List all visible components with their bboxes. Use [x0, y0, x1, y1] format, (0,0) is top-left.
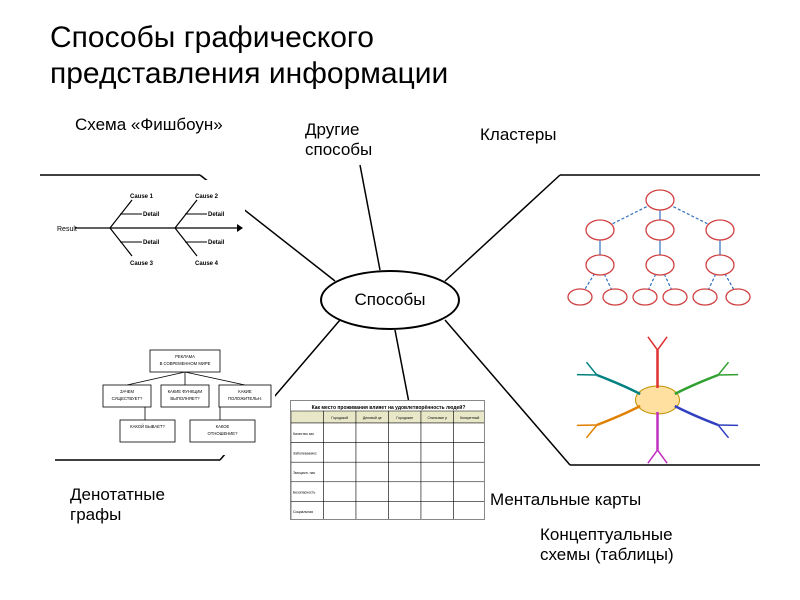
branch-label: способы: [305, 140, 372, 160]
svg-text:КАКОЕ: КАКОЕ: [216, 424, 230, 429]
svg-text:Cause 1: Cause 1: [130, 194, 154, 200]
branch-label: Денотатные: [70, 485, 165, 505]
title-line-1: Способы графического: [50, 21, 374, 54]
svg-text:Cause 3: Cause 3: [130, 261, 154, 267]
svg-text:ОТНОШЕНИЕ?: ОТНОШЕНИЕ?: [208, 431, 239, 436]
thumb-clusters: [560, 185, 760, 315]
svg-text:КАКОЙ БЫВАЕТ?: КАКОЙ БЫВАЕТ?: [130, 424, 165, 429]
svg-text:ВЫПОЛНЯЕТ?: ВЫПОЛНЯЕТ?: [170, 396, 200, 401]
svg-text:Detail: Detail: [208, 240, 225, 246]
svg-text:СУЩЕСТВУЕТ?: СУЩЕСТВУЕТ?: [112, 396, 143, 401]
svg-text:РЕКЛАМА: РЕКЛАМА: [175, 354, 195, 359]
branch-label: Схема «Фишбоун»: [75, 115, 223, 135]
svg-text:Эмоцион. нас: Эмоцион. нас: [293, 471, 315, 475]
svg-text:Cause 4: Cause 4: [195, 261, 219, 267]
center-node: Способы: [320, 270, 460, 330]
svg-text:Городской: Городской: [331, 416, 348, 420]
branch-label: Другие: [305, 120, 359, 140]
branch-label: Концептуальные: [540, 525, 673, 545]
svg-text:Социальная: Социальная: [293, 510, 313, 514]
svg-text:Городские: Городские: [396, 416, 413, 420]
branch-label: Кластеры: [480, 125, 557, 145]
branch-label: Ментальные карты: [490, 490, 641, 510]
svg-text:Cause 2: Cause 2: [195, 194, 219, 200]
thumb-mindmap: [555, 335, 760, 465]
svg-text:Конкретный: Конкретный: [460, 416, 479, 420]
svg-text:КАКИЕ ФУНКЦИИ: КАКИЕ ФУНКЦИИ: [168, 389, 203, 394]
title-line-2: представления информации: [50, 57, 448, 90]
svg-text:Result: Result: [57, 226, 77, 233]
page-title: Способы графического представления инфор…: [50, 20, 448, 92]
svg-text:Заболеваемос: Заболеваемос: [293, 451, 317, 455]
svg-text:Деловой це: Деловой це: [363, 416, 382, 420]
thumb-fishbone: Result Cause 1 Detail Cause 3 Detail Cause 2 D…: [55, 180, 245, 275]
svg-text:Спальные р: Спальные р: [427, 416, 447, 420]
svg-text:Detail: Detail: [143, 212, 160, 218]
svg-text:Как место проживания влияет на: Как место проживания влияет на удовлетво…: [312, 404, 466, 411]
svg-text:В СОВРЕМЕННОМ МИРЕ: В СОВРЕМЕННОМ МИРЕ: [160, 361, 211, 366]
svg-text:Качество зас: Качество зас: [293, 432, 314, 436]
thumb-denotate: РЕКЛАМА В СОВРЕМЕННОМ МИРЕ ЗАЧЕМ СУЩЕСТВУЕТ…: [95, 345, 275, 455]
svg-text:ПОЛОЖИТЕЛЬН.: ПОЛОЖИТЕЛЬН.: [228, 396, 262, 401]
branch-label: графы: [70, 505, 121, 525]
svg-text:КАКИЕ: КАКИЕ: [238, 389, 252, 394]
svg-text:Detail: Detail: [208, 212, 225, 218]
svg-text:Detail: Detail: [143, 240, 160, 246]
svg-text:ЗАЧЕМ: ЗАЧЕМ: [120, 389, 135, 394]
svg-text:Безопасность: Безопасность: [293, 491, 316, 495]
center-label: Способы: [354, 290, 425, 310]
branch-label: схемы (таблицы): [540, 545, 674, 565]
thumb-table: Как место проживания влияет на удовлетво…: [290, 400, 485, 520]
